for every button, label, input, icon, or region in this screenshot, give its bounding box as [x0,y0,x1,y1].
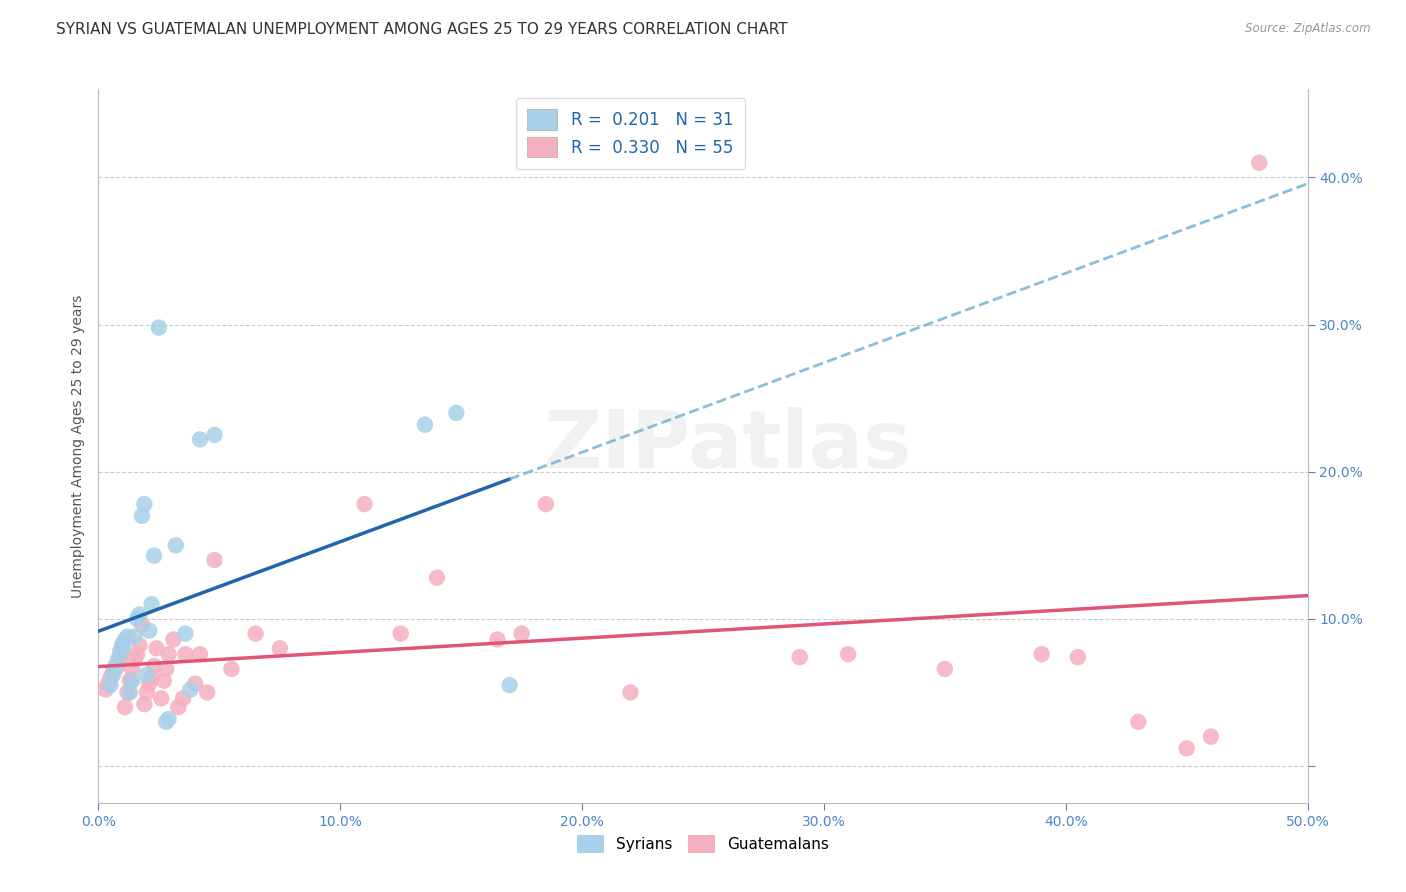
Point [269,641,291,656]
Point [174,626,197,640]
Point [101,665,124,679]
Point [104,662,127,676]
Text: ZIPatlas: ZIPatlas [543,407,911,485]
Point [108,653,131,667]
Point [145,641,167,656]
Point [134,497,156,511]
Point [172,691,194,706]
Point [118,685,141,699]
Point [100,678,122,692]
Point [204,428,226,442]
Point [162,632,184,647]
Point [111,637,134,651]
Point [221,662,243,676]
Text: SYRIAN VS GUATEMALAN UNEMPLOYMENT AMONG AGES 25 TO 29 YEARS CORRELATION CHART: SYRIAN VS GUATEMALAN UNEMPLOYMENT AMONG … [56,22,787,37]
Point [188,647,211,661]
Point [1249,155,1271,169]
Point [155,662,177,676]
Legend: Syrians, Guatemalans: Syrians, Guatemalans [571,829,835,859]
Point [165,538,187,552]
Point [97,676,120,690]
Point [157,712,180,726]
Y-axis label: Unemployment Among Ages 25 to 29 years: Unemployment Among Ages 25 to 29 years [70,294,84,598]
Point [141,597,163,611]
Point [789,650,811,665]
Point [117,685,139,699]
Point [150,691,173,706]
Point [446,406,468,420]
Point [157,647,180,661]
Point [131,508,153,523]
Point [135,667,157,681]
Point [1175,741,1198,756]
Point [167,700,190,714]
Point [1031,647,1053,661]
Text: Source: ZipAtlas.com: Source: ZipAtlas.com [1246,22,1371,36]
Point [1199,730,1222,744]
Point [195,685,218,699]
Point [152,673,174,688]
Point [245,626,267,640]
Point [837,647,859,661]
Point [184,676,207,690]
Point [534,497,557,511]
Point [174,647,197,661]
Point [107,659,129,673]
Point [104,659,127,673]
Point [143,659,166,673]
Point [100,671,122,685]
Point [389,626,412,640]
Point [143,549,166,563]
Point [141,671,163,685]
Point [111,644,134,658]
Point [486,632,509,647]
Point [121,662,143,676]
Point [127,647,149,661]
Point [121,673,143,688]
Point [138,624,160,638]
Point [107,653,129,667]
Point [188,433,211,447]
Point [934,662,956,676]
Point [204,553,226,567]
Point [426,571,449,585]
Point [114,632,136,647]
Point [619,685,641,699]
Point [127,612,149,626]
Point [124,630,146,644]
Point [353,497,375,511]
Point [114,700,136,714]
Point [155,714,177,729]
Point [111,639,134,653]
Point [128,607,150,622]
Point [108,644,131,658]
Point [179,682,201,697]
Point [131,617,153,632]
Point [118,673,141,688]
Point [128,639,150,653]
Point [134,697,156,711]
Point [101,667,124,681]
Point [138,676,160,690]
Point [148,320,170,334]
Point [117,630,139,644]
Point [413,417,436,432]
Point [111,641,134,656]
Point [510,626,533,640]
Point [1067,650,1090,665]
Point [1128,714,1150,729]
Point [498,678,520,692]
Point [124,653,146,667]
Point [94,682,117,697]
Point [135,685,157,699]
Point [108,648,131,663]
